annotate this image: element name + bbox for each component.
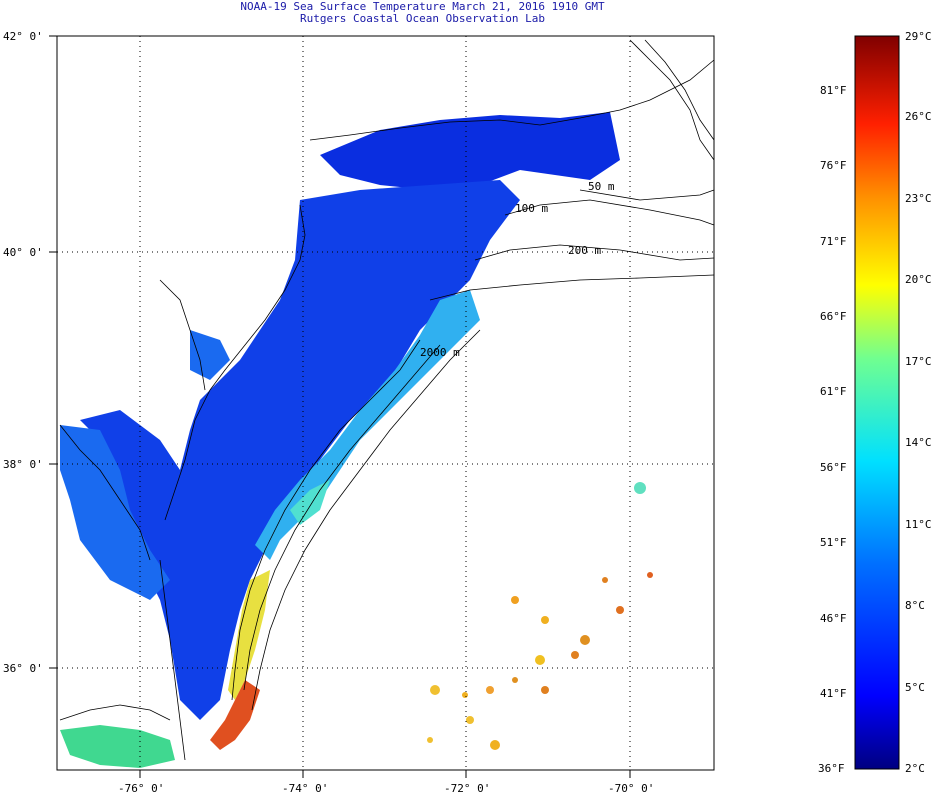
- map-subtitle: Rutgers Coastal Ocean Observation Lab: [299, 12, 546, 25]
- cb-f-81: 81°F: [820, 84, 847, 97]
- lat-label-38: 38° 0': [3, 458, 43, 471]
- cb-f-41: 41°F: [820, 687, 847, 700]
- coastline-and-isobaths: [59, 39, 715, 761]
- lat-label-42: 42° 0': [3, 30, 43, 43]
- cb-c-23: 23°C: [905, 192, 932, 205]
- lat-label-40: 40° 0': [3, 246, 43, 259]
- lat-label-36: 36° 0': [3, 662, 43, 675]
- colorbar: [854, 35, 900, 770]
- isobath-200m-label: 200 m: [568, 244, 601, 257]
- cb-c-2: 2°C: [905, 762, 925, 775]
- isobath-100m-label: 100 m: [515, 202, 548, 215]
- cb-c-20: 20°C: [905, 273, 932, 286]
- isobath-2000m-label: 2000 m: [420, 346, 460, 359]
- cb-c-29: 29°C: [905, 30, 932, 43]
- cb-c-17: 17°C: [905, 355, 932, 368]
- isobath-labels: 50 m 100 m 200 m 2000 m: [420, 180, 615, 359]
- cb-f-46: 46°F: [820, 612, 847, 625]
- cb-c-11: 11°C: [905, 518, 932, 531]
- isobath-50m-label: 50 m: [588, 180, 615, 193]
- cb-f-71: 71°F: [820, 235, 847, 248]
- cb-f-51: 51°F: [820, 536, 847, 549]
- lon-label-72: -72° 0': [444, 782, 490, 795]
- cb-f-56: 56°F: [820, 461, 847, 474]
- axis-ticks: [49, 35, 631, 778]
- cb-c-5: 5°C: [905, 681, 925, 694]
- cb-c-14: 14°C: [905, 436, 932, 449]
- cb-f-61: 61°F: [820, 385, 847, 398]
- cb-f-76: 76°F: [820, 159, 847, 172]
- map-title: NOAA-19 Sea Surface Temperature March 21…: [240, 0, 605, 13]
- lon-label-74: -74° 0': [282, 782, 328, 795]
- cb-f-66: 66°F: [820, 310, 847, 323]
- cb-f-36: 36°F: [818, 762, 845, 775]
- lon-label-76: -76° 0': [118, 782, 164, 795]
- sst-overlay: [60, 112, 653, 768]
- cb-c-26: 26°C: [905, 110, 932, 123]
- lon-label-70: -70° 0': [608, 782, 654, 795]
- cb-c-8: 8°C: [905, 599, 925, 612]
